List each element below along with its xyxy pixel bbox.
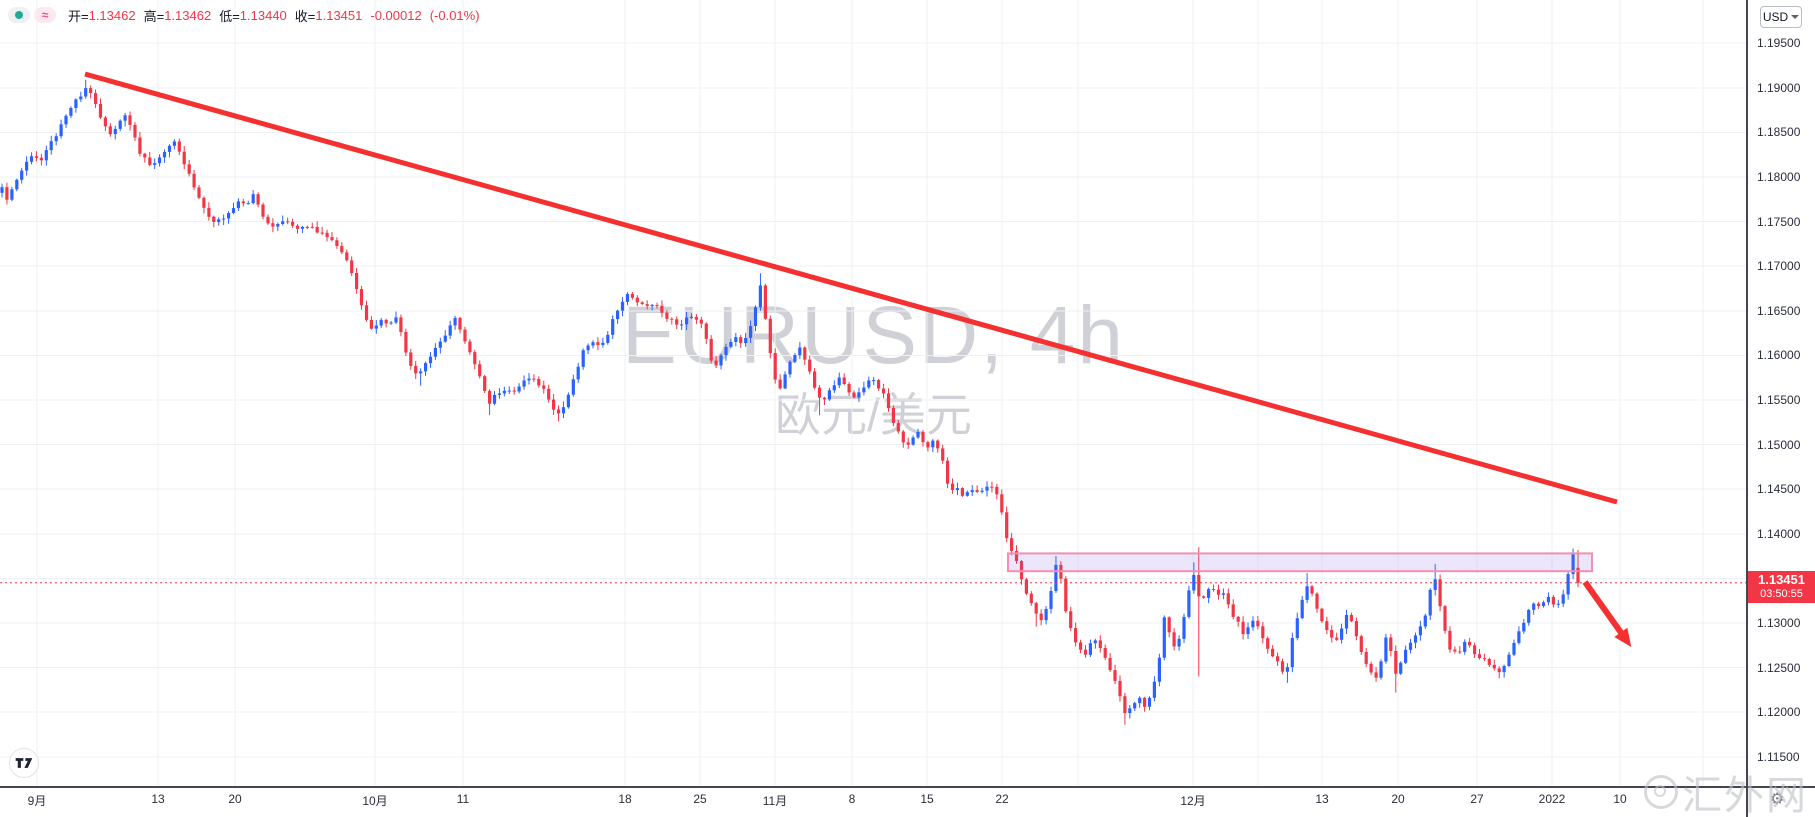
time-axis-label: 25 [693, 792, 707, 806]
time-axis-label: 11月 [762, 794, 788, 808]
price-axis-label: 1.17500 [1757, 215, 1801, 229]
projection-arrow[interactable] [1582, 580, 1632, 648]
current-price-badge: 1.13451 03:50:55 [1748, 571, 1815, 603]
time-axis-label: 9月 [27, 794, 47, 808]
current-price-value: 1.13451 [1758, 572, 1805, 587]
time-axis-label: 22 [995, 792, 1009, 806]
ohlc-legend: ≈ 开= 1.13462 高= 1.13462 低= 1.13440 收= 1.1345… [8, 6, 480, 24]
time-axis-label: 2022 [1538, 792, 1566, 806]
price-axis-label: 1.15000 [1757, 438, 1801, 452]
time-axis-label: 11 [456, 792, 470, 806]
time-axis-label: 13 [151, 792, 165, 806]
time-axis-label: 27 [1470, 792, 1484, 806]
price-axis-label: 1.19500 [1757, 36, 1801, 50]
price-axis-label: 1.13000 [1757, 616, 1801, 630]
time-axis-label: 18 [618, 792, 632, 806]
price-axis-label: 1.18500 [1757, 125, 1801, 139]
grid-lines [0, 0, 1747, 787]
low-label: 低= [219, 8, 240, 24]
descending-trendline[interactable] [84, 71, 1618, 505]
time-axis-label: 13 [1315, 792, 1329, 806]
price-axis-label: 1.15500 [1757, 393, 1801, 407]
tradingview-logo[interactable] [9, 748, 39, 778]
change-value: -0.00012 [370, 7, 422, 23]
price-axis-label: 1.17000 [1757, 259, 1801, 273]
settings-gear-icon[interactable]: ⚙ [1770, 791, 1785, 808]
green-dot-icon [15, 11, 23, 19]
high-value: 1.13462 [164, 7, 212, 23]
price-axis-label: 1.14500 [1757, 482, 1801, 496]
currency-label: USD [1762, 10, 1789, 24]
price-axis-label: 1.16500 [1757, 304, 1801, 318]
close-label: 收= [294, 8, 316, 24]
time-axis-label: 10 [1613, 792, 1627, 806]
open-value: 1.13462 [88, 7, 136, 23]
price-axis-label: 1.11500 [1757, 750, 1800, 764]
chevron-down-icon [1791, 15, 1800, 19]
time-axis-label: 12月 [1180, 794, 1206, 808]
price-axis-label: 1.16000 [1757, 348, 1801, 362]
time-axis-label: 20 [228, 792, 242, 806]
currency-dropdown-button[interactable]: USD [1760, 6, 1802, 28]
high-label: 高= [143, 8, 165, 24]
price-axis-label: 1.14000 [1757, 527, 1801, 541]
time-axis-label: 15 [920, 792, 934, 806]
price-axis-label: 1.19000 [1757, 81, 1801, 95]
resistance-zone[interactable] [1007, 552, 1593, 573]
time-axis-label: 10月 [362, 794, 388, 808]
price-axis-label: 1.18000 [1757, 170, 1801, 184]
candlestick-series [0, 79, 1580, 725]
time-axis-label: 20 [1391, 792, 1405, 806]
open-label: 开= [68, 8, 89, 24]
change-percent: (-0.01%) [429, 7, 480, 23]
bar-countdown: 03:50:55 [1760, 588, 1803, 600]
price-axis-label: 1.12500 [1757, 661, 1801, 675]
low-value: 1.13440 [239, 7, 287, 23]
market-status-icon[interactable] [8, 7, 30, 23]
tradingview-logo-icon [15, 758, 33, 768]
time-axis-label: 8 [848, 792, 856, 806]
price-axis-label: 1.12000 [1757, 705, 1801, 719]
approximation-icon[interactable]: ≈ [34, 7, 56, 23]
close-value: 1.13451 [315, 7, 363, 23]
